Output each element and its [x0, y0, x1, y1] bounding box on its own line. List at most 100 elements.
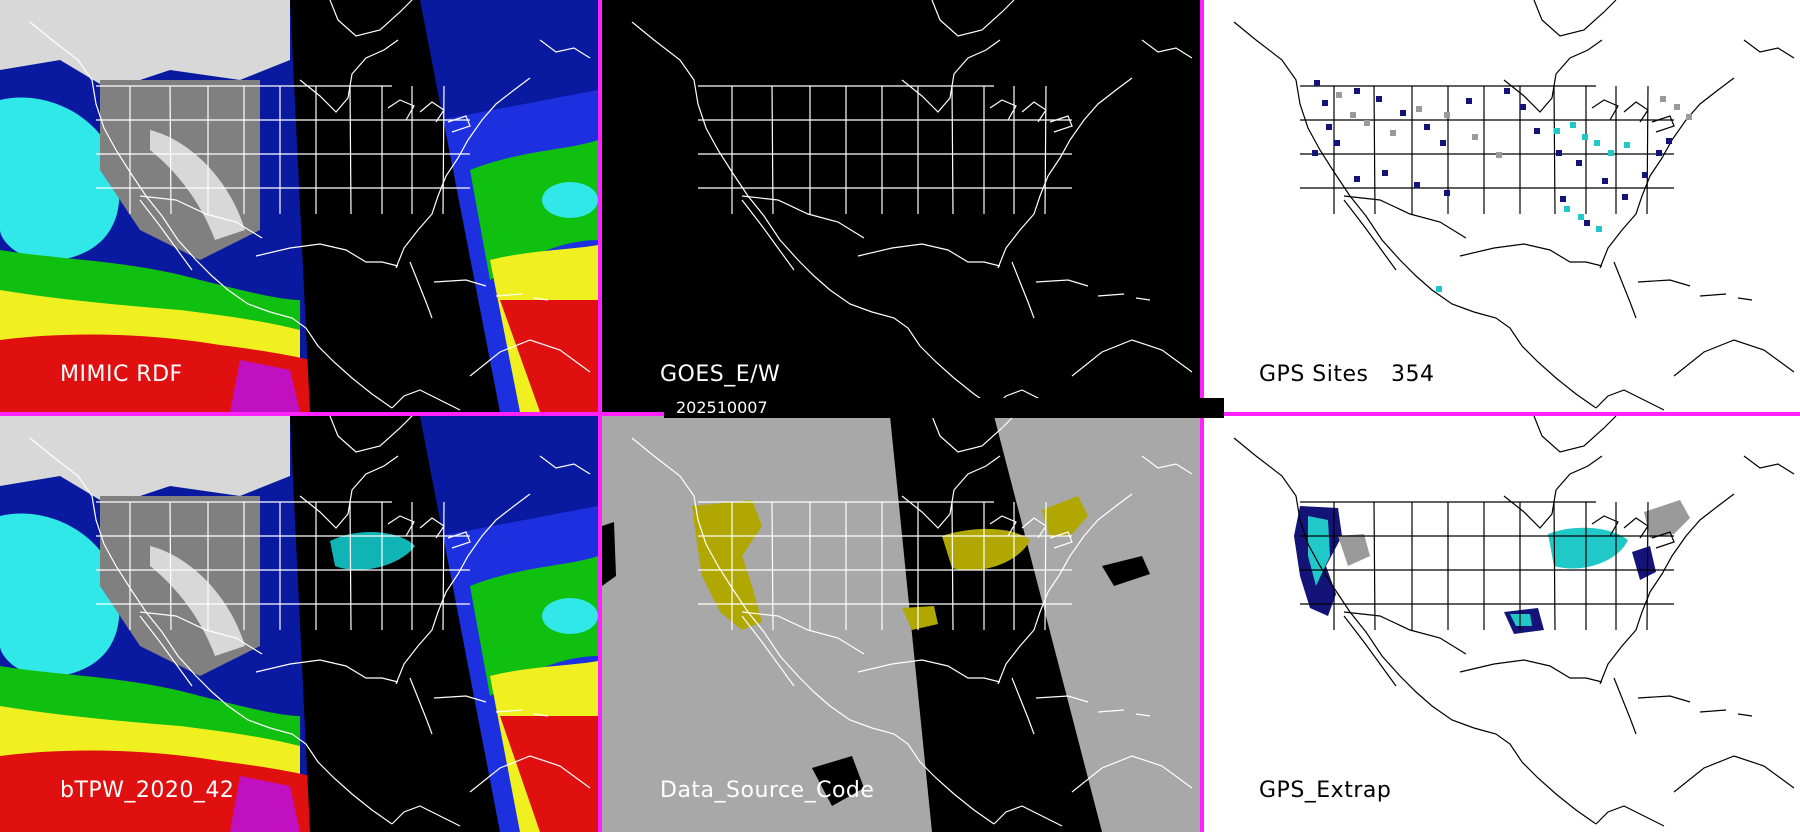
coastline-segment	[395, 493, 531, 685]
coastline-segment	[1673, 339, 1795, 377]
panel-goes-ew: GOES_E/W	[602, 0, 1200, 412]
coastline-segment	[139, 199, 193, 271]
moisture-blob-lakes	[330, 531, 415, 570]
panel-label-data-source: Data_Source_Code	[660, 778, 875, 803]
basemap-lines	[29, 0, 591, 411]
panel-label-gps-extrap: GPS_Extrap	[1259, 778, 1392, 803]
panel-label-gps-sites: GPS Sites 354	[1259, 362, 1435, 387]
cloud-field-interior	[150, 546, 245, 656]
gps-site-marker	[1602, 178, 1608, 184]
coastline-segment	[391, 389, 461, 411]
basemap-lines	[631, 416, 1193, 827]
coastline-segment	[1035, 279, 1151, 301]
gps-sites-map	[1233, 0, 1795, 411]
night-terminator-band	[890, 416, 1102, 832]
moisture-band-red	[0, 334, 310, 412]
cloud-field-interior	[150, 130, 245, 240]
coastline-segment	[1141, 39, 1193, 59]
mimic-rdf-map	[0, 0, 598, 412]
gps-site-marker	[1656, 150, 1662, 156]
coastline-segment	[409, 261, 433, 319]
state-boundary	[1553, 85, 1556, 215]
gps-site-marker	[1496, 152, 1502, 158]
gps-site-marker	[1582, 134, 1588, 140]
coastline-segment	[1595, 805, 1665, 827]
gps-site-marker	[1608, 150, 1614, 156]
gps-site-marker	[1444, 112, 1450, 118]
moisture-swirl-atlantic	[542, 598, 598, 634]
state-boundary	[1646, 501, 1649, 631]
gps-site-marker	[1578, 214, 1584, 220]
gps-site-marker	[1322, 100, 1328, 106]
coastline-segment	[255, 659, 399, 683]
coastline-segment	[1613, 677, 1637, 735]
goes-background	[602, 0, 1200, 412]
coastline-segment	[1533, 0, 1617, 37]
gps-site-marker	[1686, 114, 1692, 120]
coastline-segment	[1613, 261, 1637, 319]
coastline-segment	[1071, 339, 1193, 377]
coastline-segment	[857, 243, 1001, 267]
state-boundary	[349, 85, 352, 215]
coastline-segment	[631, 437, 995, 825]
panel-gps-extrap: GPS_Extrap	[1204, 416, 1800, 832]
gps-site-marker	[1594, 140, 1600, 146]
gps-site-marker	[1584, 220, 1590, 226]
coastline-segment	[997, 77, 1133, 269]
coastline-segment	[1233, 437, 1597, 825]
coastline-segment	[1503, 455, 1603, 529]
gps-site-marker	[1416, 106, 1422, 112]
coastline-segment	[139, 615, 193, 687]
gps-site-marker	[1336, 92, 1342, 98]
coastline-segment	[931, 0, 1015, 37]
coastline-segment	[1343, 199, 1397, 271]
btpw-map	[0, 416, 598, 832]
coastline-segment	[989, 515, 1073, 549]
state-boundary	[1044, 501, 1047, 631]
goes-ew-map	[602, 0, 1200, 412]
state-boundary	[951, 501, 954, 631]
state-boundary	[1373, 85, 1376, 215]
coastline-segment	[29, 21, 393, 409]
coastline-segment	[1743, 455, 1795, 475]
coastline-segment	[1343, 615, 1397, 687]
extrap-region-northeast	[1644, 500, 1690, 538]
coastline-segment	[1071, 755, 1193, 793]
extrap-region-nevada	[1338, 534, 1370, 566]
coastline-segment	[997, 493, 1133, 685]
gps-site-marker	[1440, 140, 1446, 146]
gps-site-marker	[1472, 134, 1478, 140]
panel-gps-sites: GPS Sites 354	[1204, 0, 1800, 412]
coastline-segment	[1459, 659, 1603, 683]
gps-site-marker	[1674, 104, 1680, 110]
state-boundary	[1373, 501, 1376, 631]
coastline-segment	[409, 677, 433, 735]
moisture-band-pacific	[0, 97, 120, 261]
coastline-segment	[539, 455, 591, 475]
national-border	[741, 611, 865, 655]
moisture-band-magenta	[230, 776, 300, 832]
panel-label-goes: GOES_E/W	[660, 362, 781, 387]
coastline-segment	[1599, 493, 1735, 685]
gps-site-marker	[1444, 190, 1450, 196]
national-border	[1343, 195, 1467, 239]
coastline-segment	[391, 805, 461, 827]
state-boundary	[951, 85, 954, 215]
gps-site-marker	[1424, 124, 1430, 130]
state-boundary	[771, 85, 774, 215]
state-boundary	[1646, 85, 1649, 215]
state-boundary	[169, 85, 172, 215]
gps-site-marker	[1576, 160, 1582, 166]
gps-site-marker	[1624, 142, 1630, 148]
gps-site-marker	[1520, 104, 1526, 110]
extrap-region-lakes	[1548, 527, 1628, 569]
coastline-segment	[1591, 99, 1675, 133]
moisture-swirl-atlantic	[542, 182, 598, 218]
source-region-northeast	[1042, 496, 1088, 538]
coastline-segment	[539, 39, 591, 59]
coastline-segment	[329, 416, 413, 453]
source-region-lakes	[942, 528, 1030, 571]
gps-site-marker	[1504, 88, 1510, 94]
coastline-segment	[1503, 39, 1603, 113]
state-boundary	[1044, 85, 1047, 215]
